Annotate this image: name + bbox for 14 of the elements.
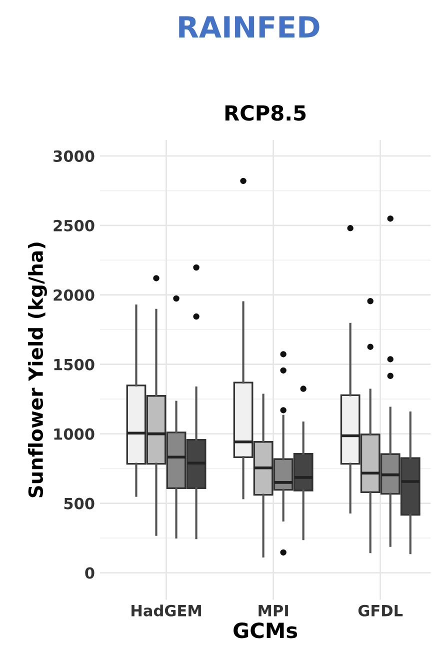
y-tick-label: 3000 (54, 150, 94, 162)
chart-title: RAINFED (179, 16, 320, 38)
y-tick-label: 500 (64, 498, 94, 510)
chart-subtitle: RCP8.5 (225, 105, 306, 121)
y-tick-label: 2000 (54, 289, 94, 301)
y-tick-label: 1000 (54, 428, 94, 440)
y-tick-label: 1500 (54, 358, 94, 370)
x-axis-title: GCMs (234, 622, 298, 638)
y-tick-label: 2500 (54, 220, 94, 232)
x-tick-label: HadGEM (132, 604, 201, 616)
x-tick-label: MPI (258, 605, 288, 616)
x-tick-label: GFDL (358, 604, 403, 616)
y-axis-title: Sunflower Yield (kg/ha) (28, 242, 47, 498)
y-tick-label: 0 (85, 567, 94, 579)
